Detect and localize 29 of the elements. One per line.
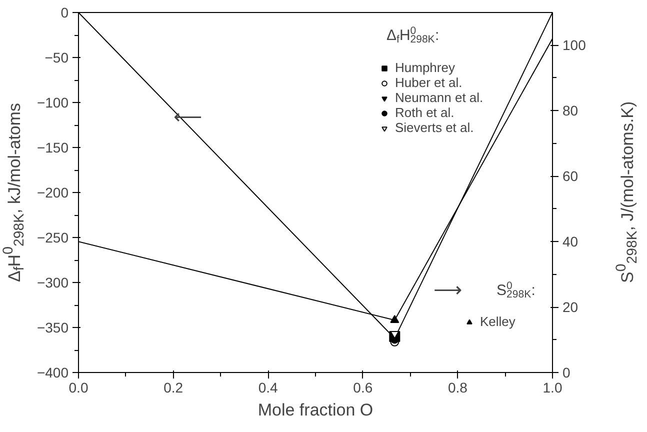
legend-label: Neumann et al. [395,90,484,105]
y2-tick-label: 60 [562,168,578,184]
x-axis-title: Mole fraction O [258,400,374,420]
x-tick-label: 0.6 [353,380,373,396]
y-tick-label: 0 [60,4,69,20]
y2-tick-label: 0 [562,364,570,380]
legend-label: Roth et al. [395,105,454,120]
x-tick-label: 0.0 [68,380,88,396]
x-tick-label: 0.8 [448,380,468,396]
y-tick-label: −50 [44,50,69,66]
legend-label: Kelley [480,314,516,329]
legend-label: Huber et al. [395,75,462,90]
y-tick-label: −150 [36,140,69,156]
x-tick-label: 1.0 [542,380,562,396]
y-tick-label: −300 [36,274,69,290]
y-tick-label: −100 [36,94,69,110]
y2-tick-label: 20 [562,299,578,316]
y2-tick-label: 80 [562,102,578,119]
annotation: ⟶ [434,280,462,302]
y-tick-label: −200 [36,184,69,200]
legend-label: Sieverts et al. [395,120,474,135]
y-tick-label: −250 [36,230,69,246]
y-tick-label: −400 [36,364,69,380]
y2-tick-label: 100 [562,37,586,54]
legend-label: Humphrey [395,60,455,75]
y-tick-label: −350 [36,320,69,336]
x-tick-label: 0.4 [258,380,278,396]
y2-tick-label: 40 [562,234,578,250]
x-tick-label: 0.2 [164,380,184,396]
